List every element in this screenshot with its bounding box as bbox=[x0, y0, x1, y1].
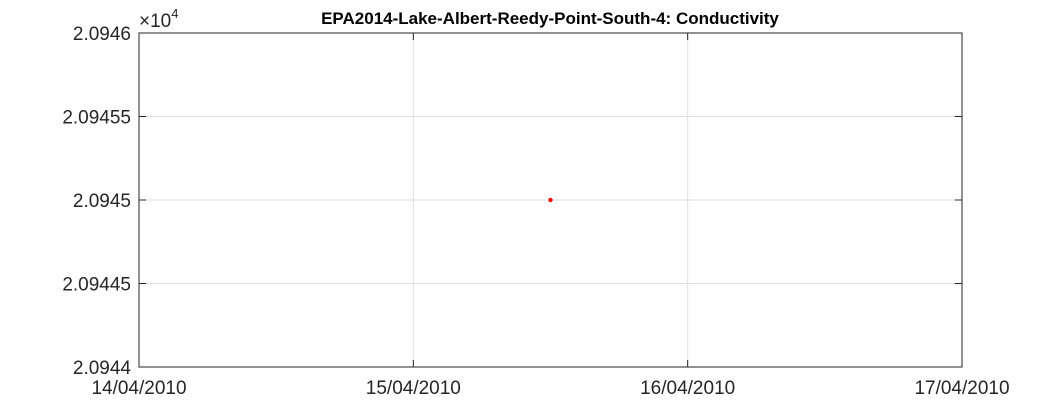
x-tick-label: 17/04/2010 bbox=[914, 378, 1009, 399]
y-tick-label: 2.0945 bbox=[73, 191, 131, 212]
y-axis-exponent: ×104 bbox=[139, 6, 178, 32]
y-tick-label: 2.09455 bbox=[62, 108, 131, 129]
data-point bbox=[548, 197, 553, 203]
chart-title: EPA2014-Lake-Albert-Reedy-Point-South-4:… bbox=[321, 9, 779, 28]
y-axis-exponent-power: 4 bbox=[171, 6, 178, 21]
x-tick-labels: 14/04/2010 15/04/2010 16/04/2010 17/04/2010 bbox=[91, 378, 1009, 399]
y-tick-label: 2.09445 bbox=[62, 275, 131, 296]
x-tick-label: 16/04/2010 bbox=[640, 378, 735, 399]
y-tick-label: 2.0946 bbox=[73, 24, 131, 45]
x-tick-label: 14/04/2010 bbox=[91, 378, 186, 399]
tick-marks bbox=[138, 32, 963, 368]
y-tick-label: 2.0944 bbox=[73, 358, 132, 379]
data-points bbox=[548, 197, 553, 203]
y-axis-exponent-base: ×10 bbox=[139, 11, 171, 32]
y-tick-labels: 2.0944 2.09445 2.0945 2.09455 2.0946 bbox=[62, 24, 131, 379]
x-tick-label: 15/04/2010 bbox=[366, 378, 461, 399]
